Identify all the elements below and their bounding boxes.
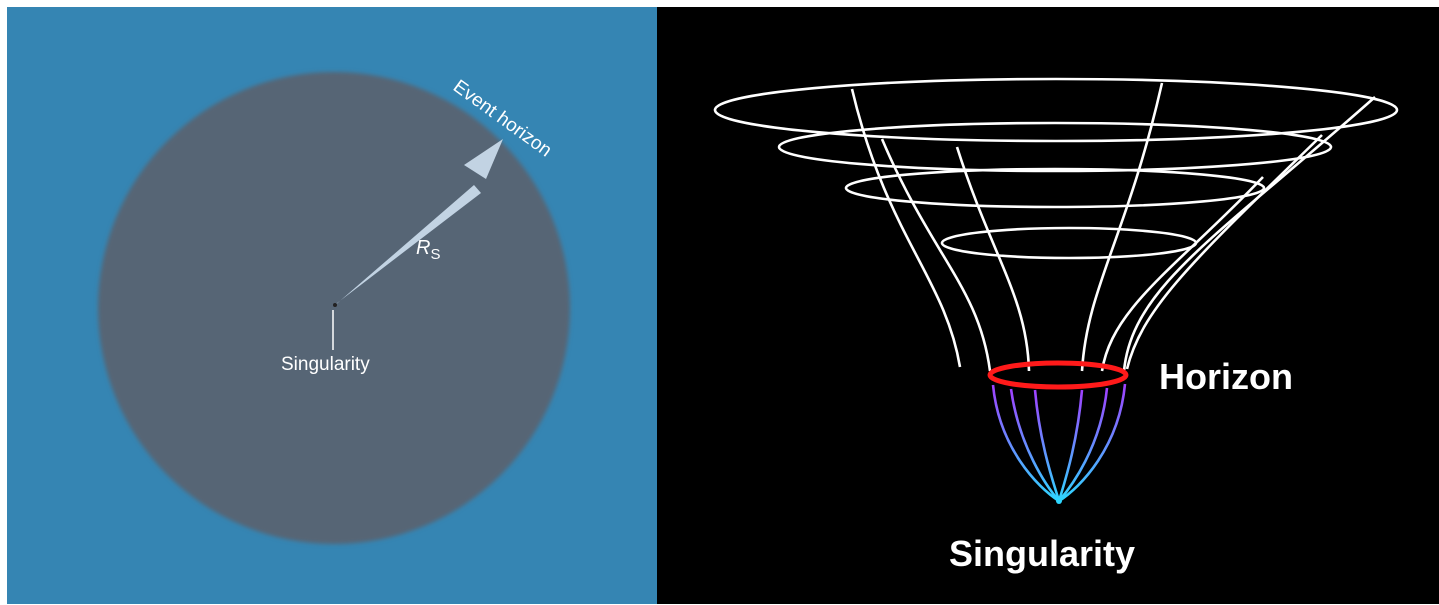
- inner-line-3: [1033, 389, 1061, 502]
- inner-line-6: [1058, 383, 1127, 503]
- funnel-diagram: Horizon Singularity: [657, 7, 1439, 604]
- funnel-grid: [713, 77, 1399, 372]
- funnel-ring-2: [777, 121, 1333, 173]
- singularity-label-funnel: Singularity: [949, 533, 1135, 574]
- funnel-meridian-5: [1122, 96, 1376, 372]
- funnel-meridian-1: [850, 88, 962, 368]
- inner-line-4: [1057, 389, 1084, 502]
- inner-line-2: [1009, 388, 1060, 502]
- right-background: [657, 7, 1439, 604]
- black-hole-disc: [98, 72, 570, 544]
- horizon-ring: [987, 360, 1129, 390]
- horizon-label: Horizon: [1159, 356, 1293, 397]
- funnel-meridian-6: [1125, 134, 1323, 370]
- singularity-label: Singularity: [281, 354, 370, 375]
- funnel-meridian-7: [1100, 176, 1264, 372]
- funnel-ring-1: [713, 77, 1399, 143]
- singularity-point: [333, 303, 337, 307]
- funnel-ring-3: [844, 167, 1266, 209]
- schwarzschild-cross-section-panel: Singularity RS Event horizon: [7, 7, 657, 604]
- radius-arrow-head: [464, 139, 503, 179]
- funnel-meridian-2: [880, 138, 992, 372]
- radius-arrow-shaft: [333, 185, 481, 307]
- cross-section-diagram: Singularity RS Event horizon: [7, 7, 657, 604]
- radius-label: RS: [416, 237, 440, 263]
- inner-line-1: [991, 384, 1060, 503]
- inner-region-lines: [991, 383, 1127, 503]
- funnel-meridian-4: [1080, 82, 1164, 372]
- singularity-point-funnel: [1056, 498, 1062, 504]
- inner-line-5: [1058, 387, 1109, 502]
- funnel-meridian-3: [955, 146, 1031, 372]
- embedding-funnel-panel: Horizon Singularity: [657, 7, 1439, 604]
